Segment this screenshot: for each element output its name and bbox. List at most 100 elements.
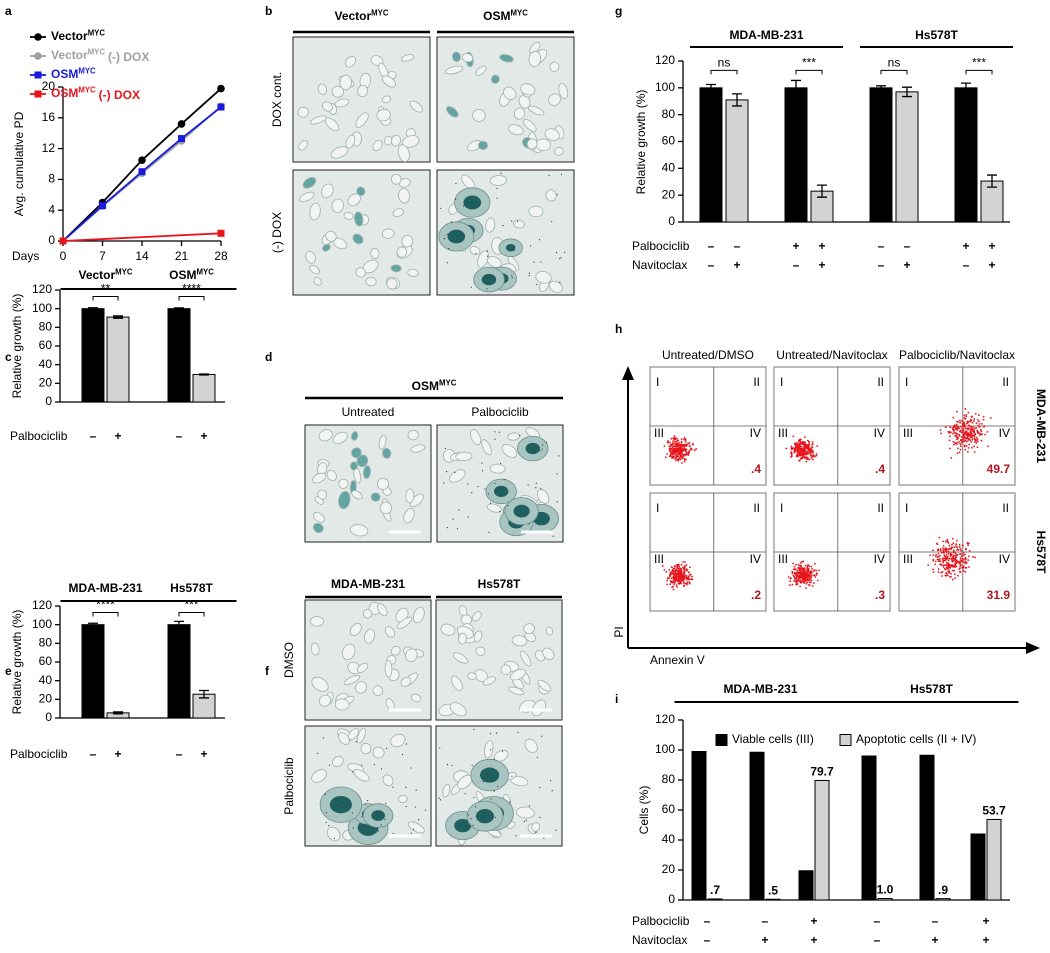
event-dot <box>976 446 979 449</box>
cell <box>442 784 451 798</box>
event-dot <box>984 433 986 436</box>
cell <box>317 83 327 95</box>
debris <box>493 758 495 760</box>
event-dot <box>688 582 691 585</box>
event-dot <box>804 448 806 450</box>
sig-label: *** <box>184 598 198 612</box>
cell <box>529 41 541 54</box>
quadrant-label: IV <box>874 552 885 566</box>
error-bar <box>88 622 98 627</box>
treatment-label: Palbociclib <box>10 429 68 443</box>
event-dot <box>671 569 674 571</box>
event-dot <box>675 437 678 440</box>
event-dot <box>802 577 805 579</box>
event-dot <box>677 458 680 461</box>
marker <box>59 237 67 245</box>
value-label: .5 <box>768 883 778 897</box>
arrow-head <box>622 366 634 380</box>
event-dot <box>680 454 683 457</box>
y-axis-label: PI <box>612 626 626 637</box>
event-dot <box>960 439 962 441</box>
debris <box>500 172 502 174</box>
debris <box>337 804 339 806</box>
event-dot <box>954 566 957 569</box>
event-dot <box>679 575 682 578</box>
debris <box>486 288 488 290</box>
debris <box>496 197 498 199</box>
label-part: (-) DOX <box>99 88 140 102</box>
event-dot <box>945 561 948 564</box>
bar <box>81 624 105 719</box>
bar <box>765 898 781 901</box>
y-tick-label: 0 <box>48 233 55 247</box>
debris <box>352 827 354 829</box>
event-dot <box>668 455 671 458</box>
debris <box>446 764 449 766</box>
cell <box>401 234 414 248</box>
event-dot <box>960 560 963 563</box>
cell <box>412 606 425 624</box>
cell <box>377 603 388 617</box>
event-dot <box>944 540 947 543</box>
series-line <box>62 232 222 242</box>
cell <box>299 191 315 202</box>
row-label: Palbociclib <box>282 757 296 815</box>
event-dot <box>964 427 967 430</box>
group-header: MDA-MB-231 <box>68 581 142 595</box>
event-dot <box>964 566 967 569</box>
cell <box>332 431 348 445</box>
label-part: MYC <box>197 268 215 277</box>
event-dot <box>674 570 677 572</box>
event-dot <box>803 567 806 569</box>
bar <box>861 755 877 901</box>
event-dot <box>802 451 805 454</box>
event-dot <box>946 574 949 577</box>
event-dot <box>955 427 958 430</box>
cell <box>381 75 397 88</box>
treatment-sign: – <box>90 429 97 443</box>
event-dot <box>678 448 681 451</box>
bar <box>895 91 919 223</box>
cell <box>449 702 467 717</box>
event-dot <box>978 423 981 425</box>
cell <box>349 622 362 636</box>
event-dot <box>801 440 803 443</box>
percentage: .3 <box>875 588 885 602</box>
event-dot <box>940 571 943 574</box>
cell <box>313 277 322 286</box>
event-dot <box>681 573 684 576</box>
label-part: MYC <box>78 86 96 95</box>
cell <box>499 54 514 63</box>
event-dot <box>794 580 796 583</box>
event-dot <box>681 575 684 578</box>
legend-marker <box>34 52 42 60</box>
event-dot <box>932 558 935 561</box>
event-dot <box>948 564 951 567</box>
event-dot <box>942 557 945 559</box>
cell <box>381 228 395 239</box>
event-dot <box>678 566 681 568</box>
cell <box>475 646 486 656</box>
event-dot <box>684 561 686 563</box>
event-dot <box>798 571 801 574</box>
event-dot <box>689 573 692 576</box>
treatment-sign: – <box>904 239 911 253</box>
debris <box>551 790 553 792</box>
event-dot <box>963 432 966 435</box>
debris <box>481 462 483 464</box>
cell <box>378 434 387 450</box>
cell <box>516 806 535 819</box>
event-dot <box>799 447 802 450</box>
debris <box>545 441 548 443</box>
event-dot <box>977 414 980 417</box>
event-dot <box>943 567 946 570</box>
cell <box>400 676 412 687</box>
y-tick-label: 60 <box>39 338 53 352</box>
event-dot <box>676 564 679 567</box>
panel-letter: e <box>5 664 12 678</box>
event-dot <box>946 573 948 575</box>
bar <box>106 316 130 403</box>
event-dot <box>811 441 814 443</box>
event-dot <box>939 549 942 552</box>
event-dot <box>795 563 797 566</box>
